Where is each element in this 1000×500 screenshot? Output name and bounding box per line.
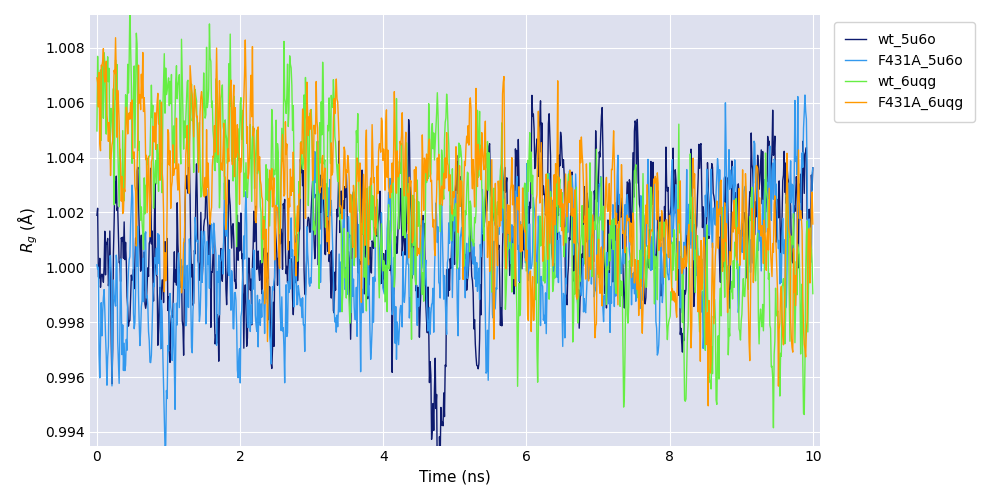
wt_6uqg [767, 425, 779, 431]
F431A_5u6o [407, 272, 419, 278]
wt_6uqg [407, 192, 419, 198]
wt_5u6o [664, 214, 676, 220]
F431A_5u6o [807, 165, 819, 171]
wt_5u6o [584, 188, 596, 194]
Y-axis label: $R_g$ (Å): $R_g$ (Å) [15, 208, 40, 253]
wt_5u6o [526, 92, 538, 98]
F431A_6uqg [650, 176, 662, 182]
Line: F431A_5u6o: F431A_5u6o [97, 95, 813, 448]
F431A_6uqg [663, 254, 675, 260]
wt_6uqg [165, 100, 177, 106]
wt_5u6o [91, 212, 103, 218]
F431A_6uqg [165, 206, 177, 212]
wt_6uqg [807, 290, 819, 296]
F431A_6uqg [91, 75, 103, 81]
F431A_5u6o [91, 262, 103, 268]
F431A_6uqg [110, 34, 122, 40]
wt_5u6o [406, 275, 418, 281]
wt_5u6o [651, 250, 663, 256]
wt_5u6o [164, 360, 176, 366]
F431A_6uqg [583, 254, 595, 260]
wt_6uqg [663, 318, 675, 324]
Legend: wt_5u6o, F431A_5u6o, wt_6uqg, F431A_6uqg: wt_5u6o, F431A_5u6o, wt_6uqg, F431A_6uqg [834, 22, 975, 122]
wt_5u6o [433, 480, 445, 486]
X-axis label: Time (ns): Time (ns) [419, 470, 491, 485]
wt_5u6o [380, 298, 392, 304]
F431A_5u6o [159, 445, 171, 451]
wt_6uqg [583, 204, 595, 210]
F431A_5u6o [583, 276, 595, 281]
wt_5u6o [807, 165, 819, 171]
F431A_6uqg [702, 403, 714, 409]
wt_6uqg [381, 308, 393, 314]
wt_6uqg [91, 128, 103, 134]
F431A_5u6o [381, 226, 393, 232]
F431A_6uqg [807, 221, 819, 227]
F431A_6uqg [381, 174, 393, 180]
Line: F431A_6uqg: F431A_6uqg [97, 38, 813, 406]
Line: wt_5u6o: wt_5u6o [97, 96, 813, 484]
F431A_6uqg [407, 238, 419, 244]
F431A_5u6o [663, 277, 675, 283]
F431A_5u6o [650, 318, 662, 324]
wt_6uqg [124, 0, 136, 6]
F431A_5u6o [799, 92, 811, 98]
wt_6uqg [650, 254, 662, 260]
F431A_5u6o [165, 304, 177, 310]
Line: wt_6uqg: wt_6uqg [97, 2, 813, 428]
